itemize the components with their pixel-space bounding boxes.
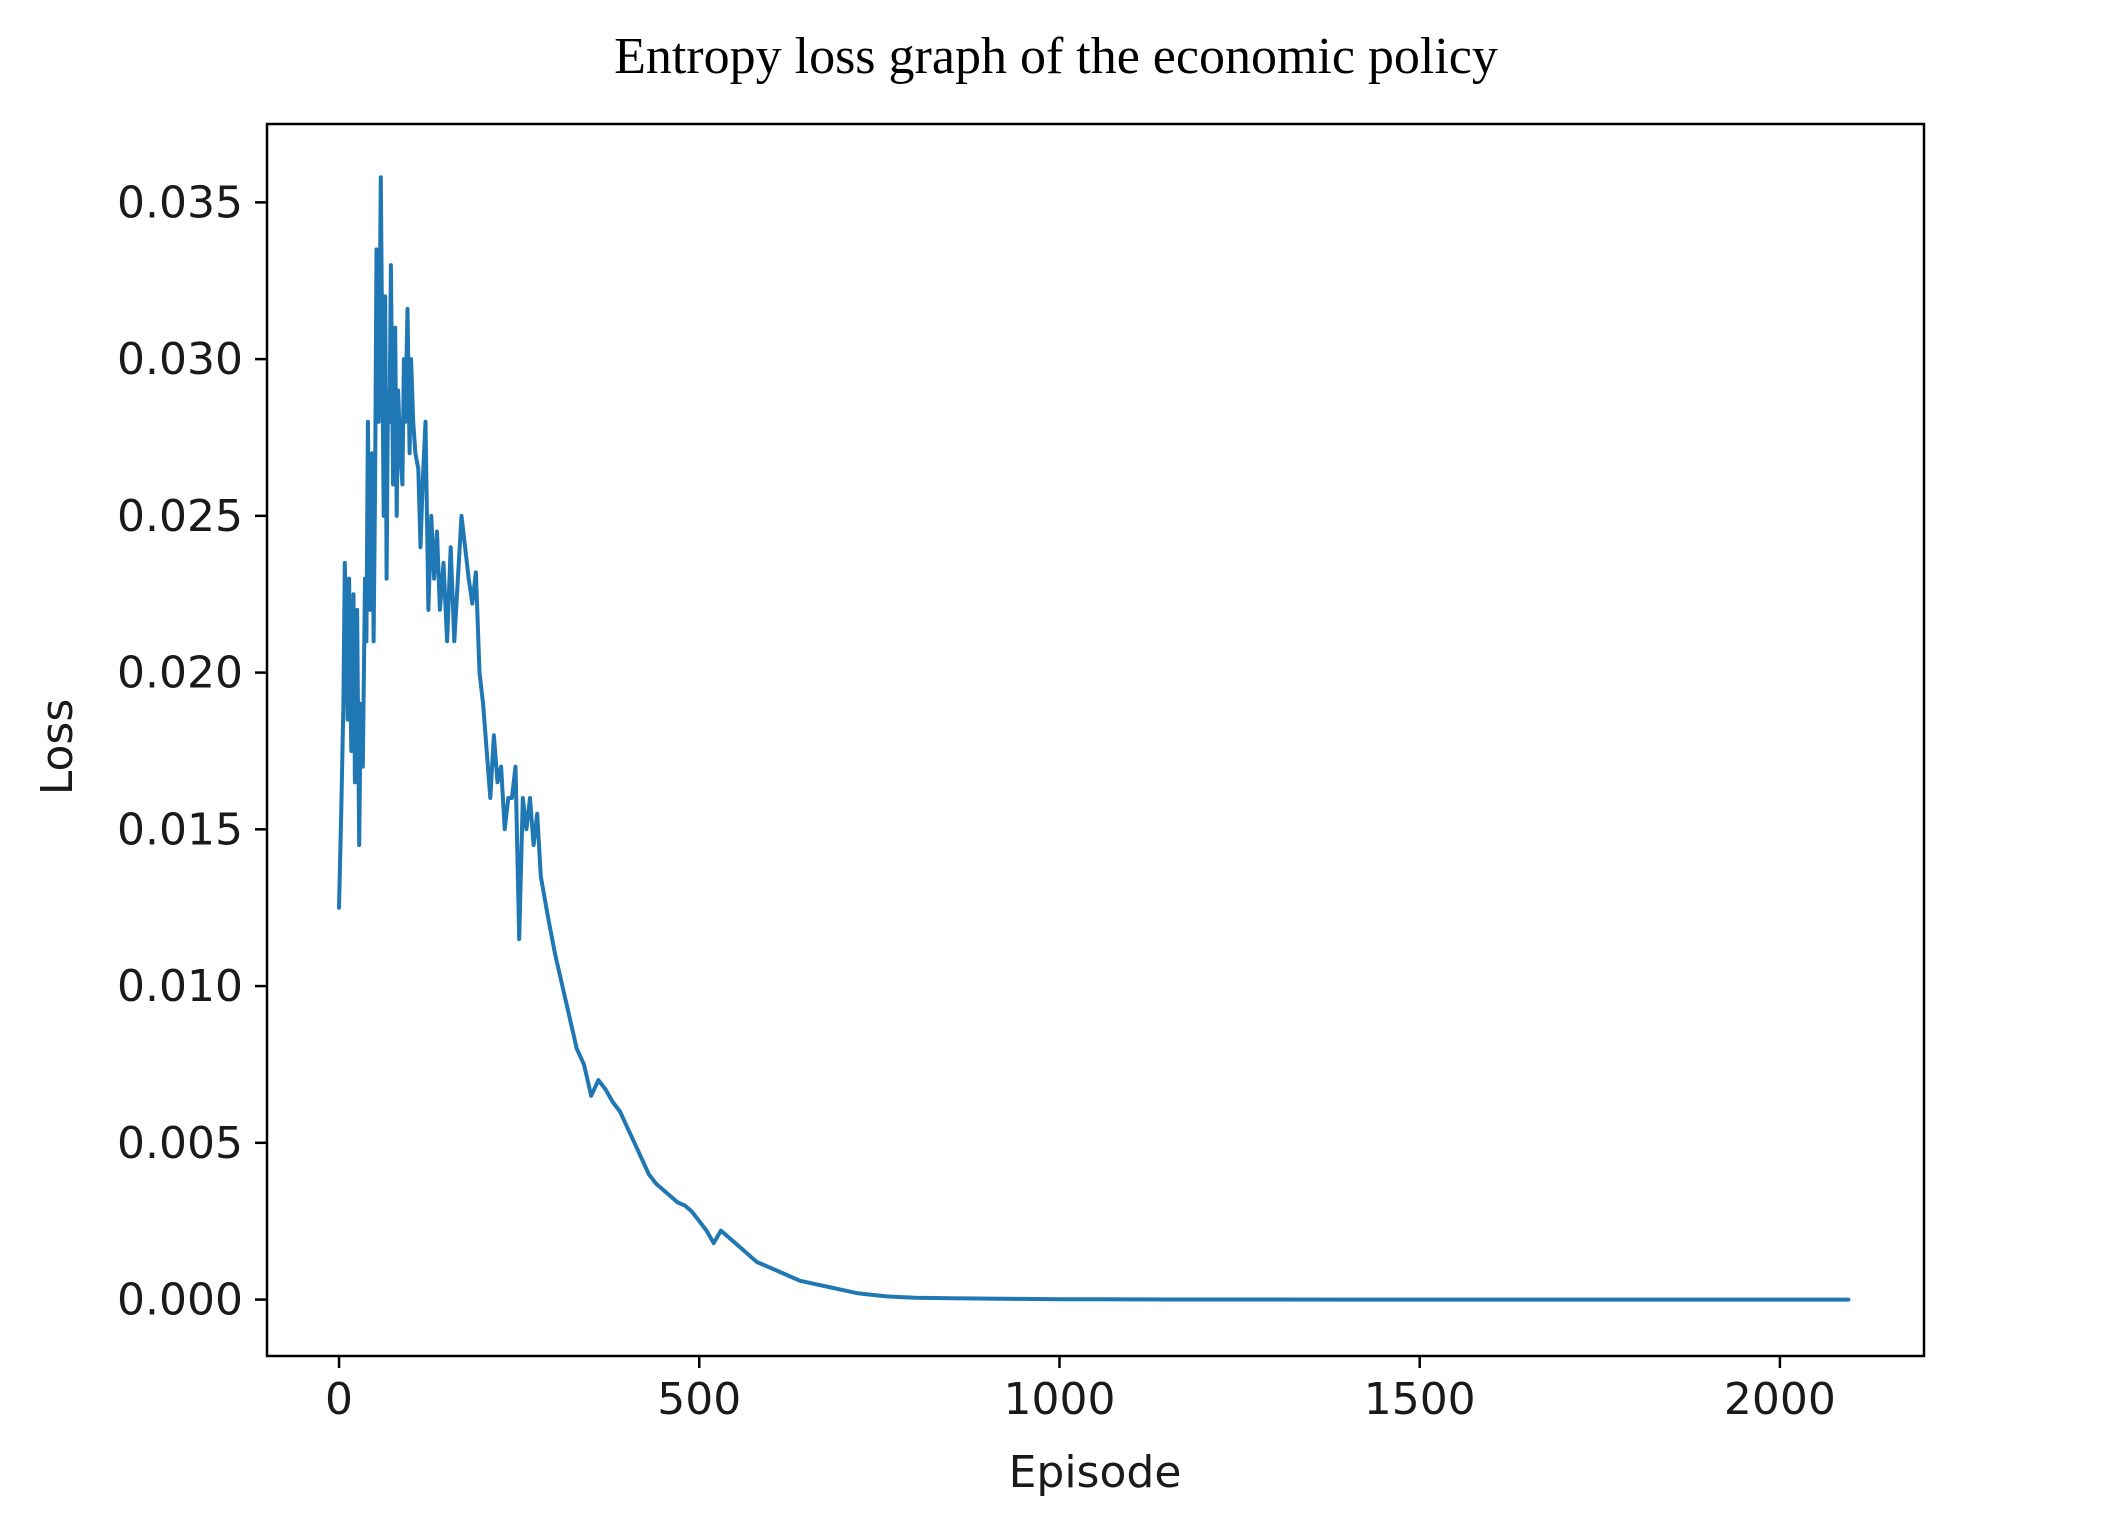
x-axis: 0 500 1000 1500 2000 bbox=[325, 1356, 1836, 1425]
x-tick-label: 1500 bbox=[1364, 1374, 1476, 1425]
loss-series-line bbox=[337, 175, 1851, 1302]
y-tick-label: 0.035 bbox=[117, 177, 243, 228]
y-tick-label: 0.030 bbox=[117, 334, 243, 385]
y-tick-label: 0.005 bbox=[117, 1118, 243, 1169]
y-axis-label: Loss bbox=[32, 699, 83, 796]
y-axis: 0.000 0.005 0.010 0.015 0.020 0.025 0.030 0.035 bbox=[117, 177, 267, 1326]
x-tick-label: 1000 bbox=[1003, 1374, 1115, 1425]
y-tick-label: 0.025 bbox=[117, 491, 243, 542]
x-tick-label: 0 bbox=[325, 1374, 353, 1425]
chart-title: Entropy loss graph of the economic polic… bbox=[614, 28, 1498, 85]
y-tick-label: 0.000 bbox=[117, 1275, 243, 1326]
x-tick-label: 2000 bbox=[1724, 1374, 1836, 1425]
plot-frame bbox=[265, 122, 1926, 1358]
y-tick-label: 0.015 bbox=[117, 804, 243, 855]
x-tick-label: 500 bbox=[657, 1374, 741, 1425]
y-tick-label: 0.010 bbox=[117, 961, 243, 1012]
y-tick-label: 0.020 bbox=[117, 648, 243, 699]
x-axis-label: Episode bbox=[1009, 1447, 1182, 1498]
